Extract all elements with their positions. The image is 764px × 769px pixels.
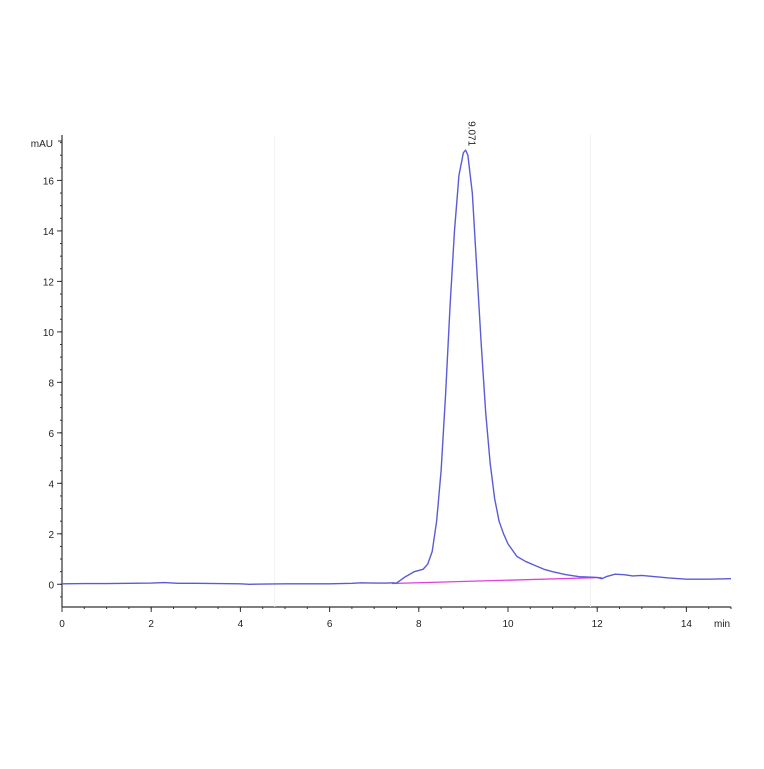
- x-tick-label: 12: [592, 619, 604, 630]
- y-tick-label: 4: [48, 479, 54, 490]
- x-tick-label: 8: [416, 619, 422, 630]
- x-tick-label: 0: [59, 619, 65, 630]
- y-axis-label: mAU: [31, 139, 53, 150]
- peak-label: 9.071: [466, 121, 477, 146]
- x-tick-label: 2: [148, 619, 154, 630]
- axes: 0 2 4 6 8 10 12 14 16 0 2 4 6 8 10 12 14: [43, 135, 732, 630]
- y-tick-label: 16: [43, 176, 55, 187]
- y-tick-label: 14: [43, 227, 55, 238]
- x-axis-label: min: [714, 619, 730, 630]
- x-tick-label: 6: [327, 619, 333, 630]
- y-tick-label: 0: [48, 580, 54, 591]
- x-tick-label: 10: [502, 619, 514, 630]
- y-tick-label: 6: [48, 429, 54, 440]
- integration-baseline: [392, 576, 602, 585]
- y-tick-label: 12: [43, 277, 55, 288]
- signal-trace: [61, 149, 732, 585]
- y-tick-label: 8: [48, 378, 54, 389]
- y-tick-label: 10: [43, 328, 55, 339]
- x-tick-label: 4: [238, 619, 244, 630]
- traces: 9.071: [61, 121, 732, 585]
- y-tick-label: 2: [48, 530, 54, 541]
- x-tick-label: 14: [681, 619, 693, 630]
